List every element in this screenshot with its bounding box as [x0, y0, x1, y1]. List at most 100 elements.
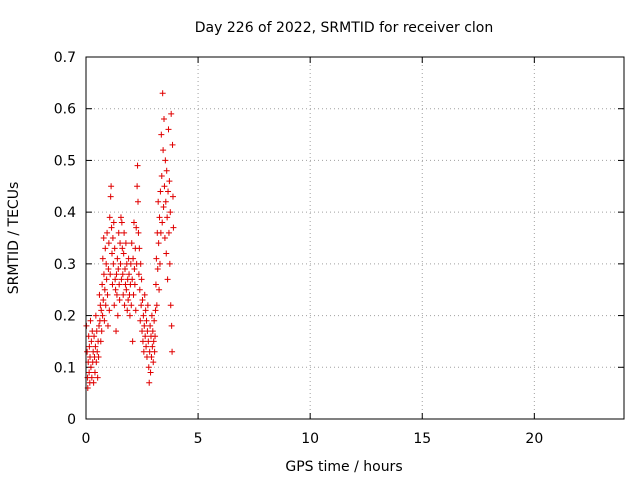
data-point	[135, 198, 142, 205]
data-point	[110, 219, 117, 226]
data-point	[114, 312, 121, 319]
data-point	[158, 131, 165, 138]
x-axis-label: GPS time / hours	[285, 459, 402, 475]
data-point	[132, 307, 139, 314]
data-point	[158, 172, 165, 179]
data-point	[120, 250, 127, 257]
data-point	[165, 188, 172, 195]
data-point	[92, 343, 99, 350]
data-point	[156, 260, 163, 267]
data-point	[154, 266, 161, 273]
data-point	[106, 214, 113, 221]
data-point	[128, 302, 135, 309]
data-point	[111, 302, 118, 309]
x-tick-label: 5	[194, 431, 203, 447]
data-point	[117, 214, 124, 221]
data-point	[110, 260, 117, 267]
data-point	[85, 333, 92, 340]
data-point	[131, 266, 138, 273]
data-point	[139, 328, 146, 335]
data-point	[160, 147, 167, 154]
data-point	[100, 235, 107, 241]
data-point	[100, 297, 107, 304]
data-point	[163, 167, 170, 174]
data-point	[94, 374, 101, 381]
data-point	[157, 188, 164, 195]
data-point	[161, 183, 168, 190]
data-point	[118, 276, 125, 283]
y-tick-label: 0.4	[54, 205, 76, 221]
data-point	[168, 110, 175, 117]
data-point	[140, 312, 147, 319]
data-point	[145, 364, 152, 371]
data-point	[121, 302, 128, 309]
data-point	[151, 348, 158, 355]
data-point	[99, 281, 106, 288]
data-point	[139, 338, 146, 345]
x-tick-label: 20	[525, 431, 543, 447]
data-point	[100, 271, 107, 278]
data-point	[126, 271, 133, 278]
data-point	[108, 183, 115, 190]
data-point	[124, 307, 131, 314]
data-point	[117, 240, 124, 247]
data-point	[116, 281, 123, 288]
data-point	[164, 276, 171, 283]
data-point	[113, 291, 120, 298]
data-point	[108, 224, 115, 231]
data-point	[163, 250, 170, 257]
data-point	[161, 235, 168, 241]
data-point	[104, 322, 111, 329]
data-point	[142, 307, 149, 314]
data-point	[150, 359, 157, 366]
data-point	[149, 328, 156, 335]
data-point	[90, 379, 97, 386]
data-point	[122, 266, 129, 273]
data-point	[166, 178, 173, 185]
data-point	[119, 271, 126, 278]
data-point	[86, 369, 93, 376]
data-point	[152, 307, 159, 314]
data-point	[128, 240, 135, 247]
data-point	[167, 209, 174, 216]
data-point	[99, 255, 106, 262]
data-point	[92, 312, 99, 319]
data-point	[160, 203, 167, 210]
data-point	[165, 126, 172, 133]
data-point	[116, 297, 123, 304]
data-point	[164, 214, 171, 221]
data-point	[129, 276, 136, 283]
data-point	[133, 224, 140, 231]
data-point	[169, 193, 176, 200]
data-point	[106, 307, 113, 314]
data-point	[101, 317, 108, 324]
data-point	[135, 271, 142, 278]
data-point	[99, 312, 106, 319]
y-tick-label: 0.1	[54, 360, 76, 376]
data-point	[88, 374, 95, 381]
data-point	[121, 229, 128, 236]
data-point	[148, 312, 155, 319]
data-point	[125, 297, 132, 304]
data-point	[105, 266, 112, 273]
x-tick-label: 10	[301, 431, 319, 447]
data-point	[129, 338, 136, 345]
data-point	[94, 348, 101, 355]
data-point	[95, 353, 102, 360]
data-point	[165, 229, 172, 236]
tick-labels: 0 5 10 15 20 0 0.1 0.2 0.3 0.4 0.5 0.6 0.7	[54, 50, 544, 447]
data-point	[98, 307, 105, 314]
data-point	[142, 333, 149, 340]
data-point	[113, 271, 120, 278]
data-point	[150, 338, 157, 345]
data-point	[162, 157, 169, 164]
data-point	[155, 198, 162, 205]
data-point	[138, 276, 145, 283]
data-point	[143, 317, 150, 324]
data-point	[144, 328, 151, 335]
y-tick-label: 0.7	[54, 50, 76, 66]
data-point	[140, 348, 147, 355]
data-point	[102, 245, 109, 252]
data-point	[157, 229, 164, 236]
